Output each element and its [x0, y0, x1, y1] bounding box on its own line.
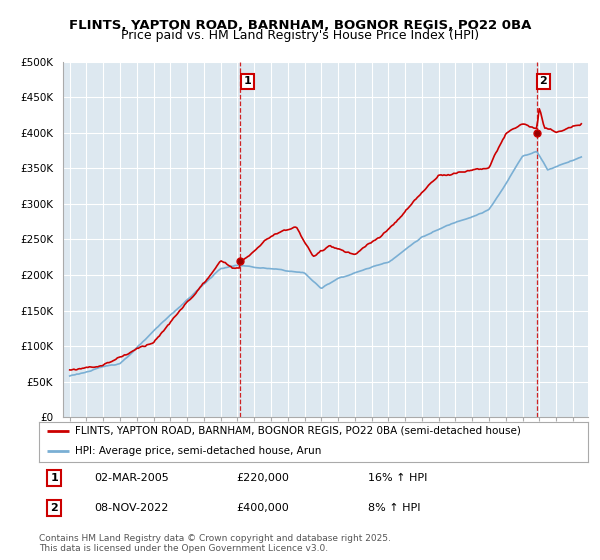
- Text: £400,000: £400,000: [236, 503, 289, 513]
- Text: 08-NOV-2022: 08-NOV-2022: [94, 503, 168, 513]
- Text: Price paid vs. HM Land Registry's House Price Index (HPI): Price paid vs. HM Land Registry's House …: [121, 29, 479, 42]
- Text: 02-MAR-2005: 02-MAR-2005: [94, 473, 169, 483]
- Text: 8% ↑ HPI: 8% ↑ HPI: [368, 503, 421, 513]
- Text: £220,000: £220,000: [236, 473, 290, 483]
- Text: 2: 2: [50, 503, 58, 513]
- Text: FLINTS, YAPTON ROAD, BARNHAM, BOGNOR REGIS, PO22 0BA (semi-detached house): FLINTS, YAPTON ROAD, BARNHAM, BOGNOR REG…: [74, 426, 521, 436]
- Text: 1: 1: [50, 473, 58, 483]
- Text: 2: 2: [539, 76, 547, 86]
- Text: HPI: Average price, semi-detached house, Arun: HPI: Average price, semi-detached house,…: [74, 446, 321, 456]
- Text: FLINTS, YAPTON ROAD, BARNHAM, BOGNOR REGIS, PO22 0BA: FLINTS, YAPTON ROAD, BARNHAM, BOGNOR REG…: [69, 18, 531, 32]
- Text: Contains HM Land Registry data © Crown copyright and database right 2025.
This d: Contains HM Land Registry data © Crown c…: [39, 534, 391, 553]
- Text: 1: 1: [244, 76, 251, 86]
- Text: 16% ↑ HPI: 16% ↑ HPI: [368, 473, 428, 483]
